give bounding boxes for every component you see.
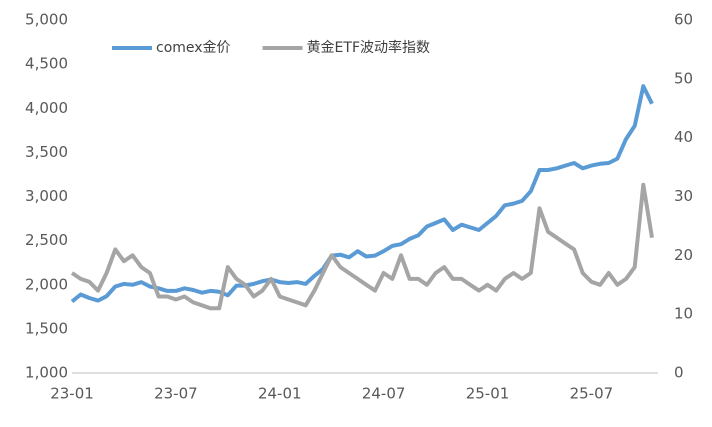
y-tick-label: 2,500 <box>25 231 68 249</box>
x-tick-label: 25-01 <box>466 385 510 403</box>
y-tick-label: 3,500 <box>25 143 68 161</box>
y-tick-label: 5,000 <box>25 11 68 29</box>
y-tick-label: 4,000 <box>25 99 68 117</box>
x-tick-label: 23-01 <box>50 385 94 403</box>
x-tick-label: 24-01 <box>258 385 302 403</box>
y2-tick-label: 50 <box>674 69 693 87</box>
series-line <box>70 182 654 311</box>
y-tick-label: 1,000 <box>25 364 68 382</box>
y-tick-label: 2,000 <box>25 275 68 293</box>
y-tick-label: 4,500 <box>25 55 68 73</box>
y2-tick-label: 40 <box>674 128 693 146</box>
y2-tick-label: 30 <box>674 187 693 205</box>
legend-label: comex金价 <box>156 40 231 56</box>
y2-tick-label: 0 <box>674 364 684 382</box>
y-tick-label: 1,500 <box>25 319 68 337</box>
x-tick-label: 24-07 <box>362 385 406 403</box>
series-line <box>70 84 654 304</box>
y2-tick-label: 60 <box>674 11 693 29</box>
y2-tick-label: 20 <box>674 246 693 264</box>
y-tick-label: 3,000 <box>25 187 68 205</box>
legend-label: 黄金ETF波动率指数 <box>307 39 430 56</box>
x-tick-label: 23-07 <box>154 385 198 403</box>
y2-tick-label: 10 <box>674 305 693 323</box>
x-tick-label: 25-07 <box>570 385 614 403</box>
